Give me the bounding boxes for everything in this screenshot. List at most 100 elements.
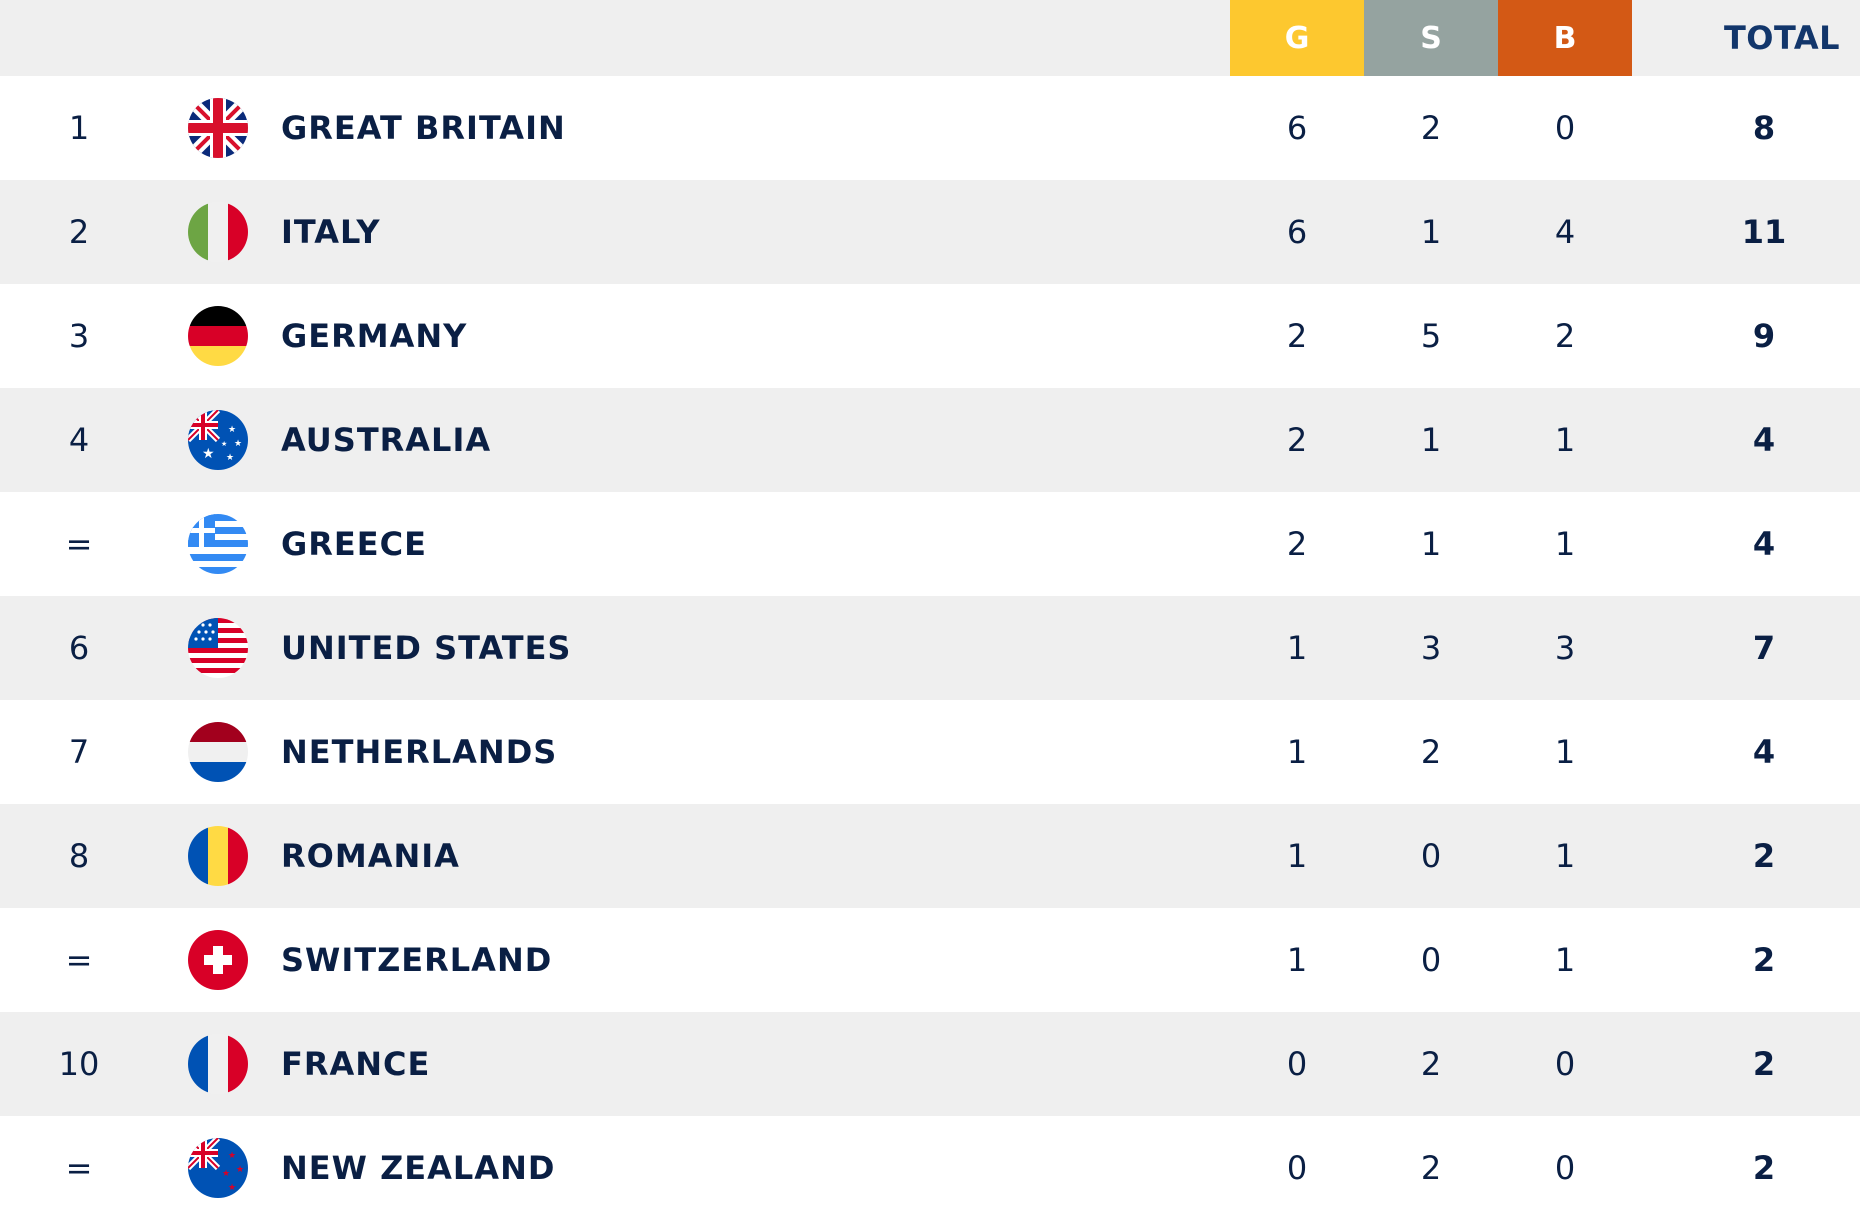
- silver-count: 2: [1420, 1045, 1442, 1083]
- country-name[interactable]: GREAT BRITAIN: [281, 109, 566, 147]
- total-count: 7: [1752, 629, 1776, 667]
- gold-count: 2: [1286, 317, 1308, 355]
- rank-cell: 10: [58, 1045, 100, 1083]
- rank-cell: =: [65, 1149, 93, 1187]
- silver-count: 1: [1420, 525, 1442, 563]
- rank-cell: 1: [68, 109, 90, 147]
- total-count: 2: [1752, 941, 1776, 979]
- total-count: 4: [1752, 421, 1776, 459]
- silver-count: 1: [1420, 421, 1442, 459]
- country-name[interactable]: NEW ZEALAND: [281, 1149, 556, 1187]
- svg-text:★: ★: [236, 1165, 244, 1175]
- total-count: 9: [1752, 317, 1776, 355]
- gold-count: 2: [1286, 525, 1308, 563]
- total-count: 8: [1752, 109, 1776, 147]
- svg-text:★: ★: [228, 425, 236, 435]
- silver-count: 5: [1420, 317, 1442, 355]
- svg-text:★: ★: [228, 1183, 236, 1193]
- table-row[interactable]: 4 ★ ★ ★ ★ ★ AUSTRALIA 2 1 1 4: [0, 388, 1860, 492]
- rank-cell: 3: [68, 317, 90, 355]
- table-row[interactable]: = SWITZERLAND 1 0 1 2: [0, 908, 1860, 1012]
- country-name[interactable]: GERMANY: [281, 317, 468, 355]
- rank-cell: 8: [68, 837, 90, 875]
- bronze-count: 1: [1554, 733, 1576, 771]
- gold-count: 1: [1286, 733, 1308, 771]
- gold-column-header[interactable]: G: [1230, 0, 1364, 76]
- bronze-count: 3: [1554, 629, 1576, 667]
- silver-count: 0: [1420, 837, 1442, 875]
- bronze-count: 2: [1554, 317, 1576, 355]
- bronze-count: 1: [1554, 837, 1576, 875]
- svg-text:★: ★: [222, 1169, 230, 1179]
- country-name[interactable]: GREECE: [281, 525, 427, 563]
- total-count: 4: [1752, 733, 1776, 771]
- table-row[interactable]: 8 ROMANIA 1 0 1 2: [0, 804, 1860, 908]
- country-name[interactable]: AUSTRALIA: [281, 421, 492, 459]
- table-row[interactable]: = GREECE 2 1 1 4: [0, 492, 1860, 596]
- gold-count: 2: [1286, 421, 1308, 459]
- total-count: 2: [1752, 837, 1776, 875]
- silver-count: 1: [1420, 213, 1442, 251]
- flag-united-states-icon: [187, 596, 249, 700]
- country-name[interactable]: UNITED STATES: [281, 629, 572, 667]
- rank-cell: 4: [68, 421, 90, 459]
- gold-count: 1: [1286, 629, 1308, 667]
- silver-count: 2: [1420, 109, 1442, 147]
- flag-greece-icon: [187, 492, 249, 596]
- table-body: 1 GREAT BRITAIN 6 2 0 8 2 ITALY 6 1 4 11 3 GERMANY…: [0, 76, 1860, 1214]
- rank-cell: 6: [68, 629, 90, 667]
- flag-netherlands-icon: [187, 700, 249, 804]
- flag-germany-icon: [187, 284, 249, 388]
- rank-cell: =: [65, 525, 93, 563]
- flag-italy-icon: [187, 180, 249, 284]
- bronze-count: 1: [1554, 525, 1576, 563]
- total-count: 11: [1741, 213, 1787, 251]
- bronze-count: 1: [1554, 941, 1576, 979]
- rank-cell: =: [65, 941, 93, 979]
- silver-column-header[interactable]: S: [1364, 0, 1498, 76]
- flag-great-britain-icon: [187, 76, 249, 180]
- silver-count: 0: [1420, 941, 1442, 979]
- table-row[interactable]: 3 GERMANY 2 5 2 9: [0, 284, 1860, 388]
- table-row[interactable]: 10 FRANCE 0 2 0 2: [0, 1012, 1860, 1116]
- bronze-count: 4: [1554, 213, 1576, 251]
- bronze-count: 0: [1554, 1149, 1576, 1187]
- bronze-column-header[interactable]: B: [1498, 0, 1632, 76]
- country-name[interactable]: FRANCE: [281, 1045, 431, 1083]
- country-name[interactable]: NETHERLANDS: [281, 733, 558, 771]
- bronze-count: 0: [1554, 1045, 1576, 1083]
- flag-romania-icon: [187, 804, 249, 908]
- total-column-header[interactable]: TOTAL: [1723, 19, 1840, 57]
- gold-count: 1: [1286, 941, 1308, 979]
- table-header: G S B TOTAL: [0, 0, 1860, 76]
- gold-count: 0: [1286, 1149, 1308, 1187]
- gold-count: 6: [1286, 109, 1308, 147]
- svg-text:★: ★: [202, 446, 215, 462]
- rank-cell: 2: [68, 213, 90, 251]
- flag-france-icon: [187, 1012, 249, 1116]
- gold-count: 1: [1286, 837, 1308, 875]
- silver-count: 2: [1420, 1149, 1442, 1187]
- total-count: 2: [1752, 1045, 1776, 1083]
- total-count: 2: [1752, 1149, 1776, 1187]
- table-row[interactable]: 7 NETHERLANDS 1 2 1 4: [0, 700, 1860, 804]
- silver-count: 2: [1420, 733, 1442, 771]
- flag-switzerland-icon: [187, 908, 249, 1012]
- silver-count: 3: [1420, 629, 1442, 667]
- table-row[interactable]: 1 GREAT BRITAIN 6 2 0 8: [0, 76, 1860, 180]
- table-row[interactable]: = ★ ★ ★ ★ NEW ZEALAND 0 2 0 2: [0, 1116, 1860, 1214]
- bronze-count: 1: [1554, 421, 1576, 459]
- country-name[interactable]: SWITZERLAND: [281, 941, 553, 979]
- table-row[interactable]: 2 ITALY 6 1 4 11: [0, 180, 1860, 284]
- total-count: 4: [1752, 525, 1776, 563]
- flag-australia-icon: ★ ★ ★ ★ ★: [187, 388, 249, 492]
- flag-new-zealand-icon: ★ ★ ★ ★: [187, 1116, 249, 1214]
- svg-text:★: ★: [234, 439, 242, 449]
- rank-cell: 7: [68, 733, 90, 771]
- table-row[interactable]: 6 UNITED STATES 1 3 3 7: [0, 596, 1860, 700]
- bronze-count: 0: [1554, 109, 1576, 147]
- country-name[interactable]: ITALY: [281, 213, 381, 251]
- country-name[interactable]: ROMANIA: [281, 837, 460, 875]
- svg-text:★: ★: [228, 1151, 236, 1161]
